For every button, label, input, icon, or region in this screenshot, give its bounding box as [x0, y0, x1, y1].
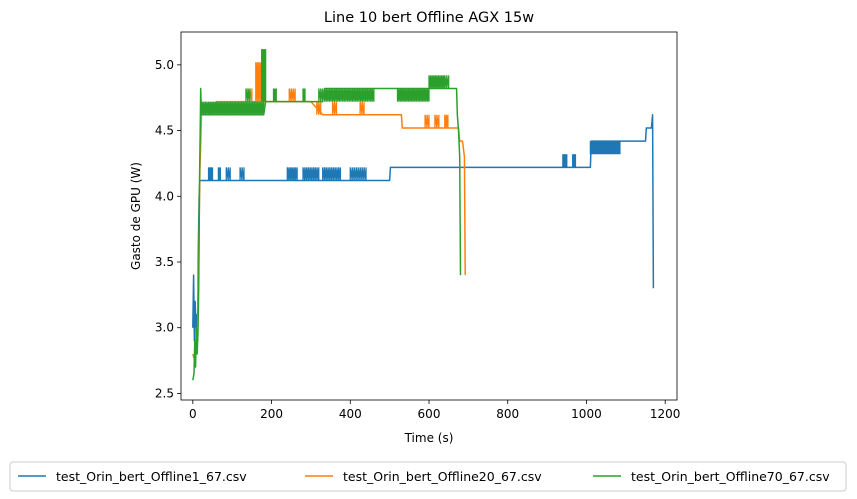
- y-tick-label: 2.5: [155, 386, 174, 400]
- series-burst: [434, 114, 440, 129]
- series-burst: [302, 88, 306, 102]
- x-tick-label: 200: [260, 407, 283, 421]
- legend-label: test_Orin_bert_Offline1_67.csv: [56, 469, 247, 484]
- series-burst: [424, 114, 430, 129]
- x-tick-label: 800: [496, 407, 519, 421]
- series-layer: [192, 49, 655, 381]
- series-burst: [200, 101, 265, 115]
- series-burst: [316, 101, 322, 115]
- series-burst: [324, 88, 375, 102]
- series-burst: [444, 75, 450, 89]
- legend-label: test_Orin_bert_Offline70_67.csv: [631, 469, 830, 484]
- y-axis: 2.5 3.0 3.5 4.0 4.5 5.0: [155, 58, 181, 400]
- series-burst: [349, 167, 367, 181]
- x-tick-label: 400: [339, 407, 362, 421]
- x-tick-label: 0: [189, 407, 197, 421]
- series-burst: [255, 62, 263, 102]
- series-burst: [318, 88, 324, 102]
- series-burst: [444, 114, 449, 129]
- legend-label: test_Orin_bert_Offline20_67.csv: [343, 469, 542, 484]
- series-burst: [245, 88, 251, 102]
- x-tick-label: 600: [418, 407, 441, 421]
- legend: test_Orin_bert_Offline1_67.csv test_Orin_…: [9, 461, 847, 492]
- y-tick-label: 3.0: [155, 321, 174, 335]
- x-axis: 0 200 400 600 800 1000 1200: [189, 400, 680, 421]
- series-burst: [272, 88, 277, 102]
- series-burst: [331, 101, 338, 115]
- series-burst: [428, 75, 446, 89]
- y-tick-label: 4.0: [155, 189, 174, 203]
- x-tick-label: 1200: [650, 407, 681, 421]
- x-axis-label: Time (s): [404, 431, 454, 445]
- series-burst: [322, 167, 342, 181]
- chart-title: Line 10 bert Offline AGX 15w: [324, 10, 534, 26]
- series-burst: [562, 154, 568, 168]
- series-burst: [261, 49, 267, 102]
- series-burst: [589, 141, 621, 155]
- series-burst: [286, 167, 298, 181]
- series-burst: [217, 167, 222, 181]
- y-tick-label: 5.0: [155, 58, 174, 72]
- series-burst: [225, 167, 231, 181]
- series-burst: [239, 167, 245, 181]
- y-axis-label: Gasto de GPU (W): [129, 162, 143, 270]
- series-3: [192, 49, 462, 381]
- series-burst: [288, 88, 296, 102]
- legend-box: [9, 461, 847, 492]
- series-burst: [302, 167, 320, 181]
- y-tick-label: 3.5: [155, 255, 174, 269]
- series-burst: [572, 154, 577, 168]
- series-burst: [207, 167, 214, 181]
- x-tick-label: 1000: [571, 407, 602, 421]
- series-burst: [359, 101, 365, 115]
- series-burst: [396, 88, 430, 102]
- series-1: [192, 114, 655, 342]
- y-tick-label: 4.5: [155, 124, 174, 138]
- series-line: [192, 87, 462, 381]
